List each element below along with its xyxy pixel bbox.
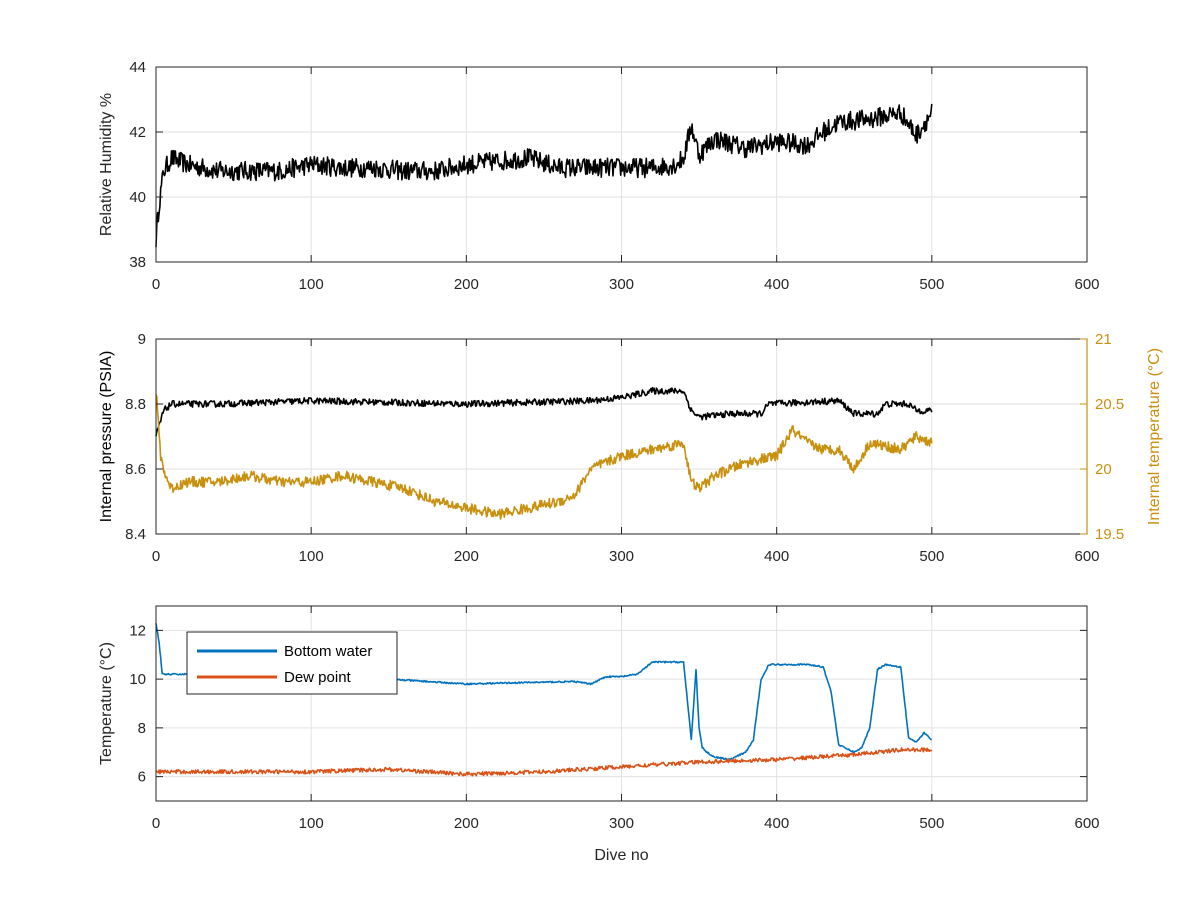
legend-box [186, 631, 398, 695]
temperature-ylabel: Temperature (°C) [98, 642, 115, 765]
pressure-ylabel: Internal pressure (PSIA) [98, 351, 115, 523]
y-tick-label: 8 [138, 720, 146, 737]
y-tick-label: 40 [129, 189, 146, 206]
x-tick-label: 600 [1074, 276, 1099, 293]
x-tick-label: 300 [609, 548, 634, 565]
y-tick-label: 6 [138, 769, 146, 786]
x-tick-label: 400 [764, 815, 789, 832]
x-tick-label: 500 [919, 276, 944, 293]
series-line-pressure-0 [155, 387, 933, 437]
x-tick-label: 500 [919, 815, 944, 832]
x-tick-label: 500 [919, 548, 944, 565]
y-tick-label: 8.8 [125, 396, 146, 413]
y-tick-label: 10 [129, 671, 146, 688]
y-tick-label-right: 19.5 [1095, 526, 1124, 543]
y-tick-label-right: 20.5 [1095, 396, 1124, 413]
dive-no-xlabel: Dive no [594, 847, 648, 864]
y-tick-label: 42 [129, 124, 146, 141]
x-tick-label: 0 [152, 276, 160, 293]
series-line-humidity-0 [155, 103, 933, 248]
pressure-panel: 0 100 200 300 400 500 600 8.4 8.6 8.8 9 19.5 20 20.5 2… [98, 331, 1163, 565]
x-tick-label: 200 [454, 548, 479, 565]
y-tick-label: 9 [138, 331, 146, 348]
x-tick-label: 100 [299, 276, 324, 293]
y-tick-label: 44 [129, 59, 146, 76]
series-line-temperature-1 [155, 747, 933, 777]
legend: Bottom water Dew point [186, 631, 398, 695]
x-tick-label: 200 [454, 815, 479, 832]
legend-label-bottom-water: Bottom water [284, 643, 372, 660]
x-tick-label: 0 [152, 548, 160, 565]
internal-temperature-ylabel: Internal temperature (°C) [1146, 348, 1163, 525]
y-tick-label: 38 [129, 254, 146, 271]
y-tick-label: 8.4 [125, 526, 146, 543]
y-tick-label-right: 20 [1095, 461, 1112, 478]
humidity-panel: 0 100 200 300 400 500 600 38 40 42 44 Relative Hum… [98, 59, 1100, 293]
x-tick-label: 0 [152, 815, 160, 832]
legend-label-dew-point: Dew point [284, 669, 352, 686]
series-line-pressure-1 [155, 394, 933, 520]
x-tick-label: 200 [454, 276, 479, 293]
temperature-panel: 0 100 200 300 400 500 600 6 8 10 12 Bottom water D… [98, 605, 1100, 864]
x-tick-label: 300 [609, 276, 634, 293]
y-tick-label-right: 21 [1095, 331, 1112, 348]
x-tick-label: 100 [299, 548, 324, 565]
x-tick-label: 600 [1074, 815, 1099, 832]
x-tick-label: 300 [609, 815, 634, 832]
humidity-ylabel: Relative Humidity % [98, 93, 115, 236]
y-tick-label: 8.6 [125, 461, 146, 478]
x-tick-label: 600 [1074, 548, 1099, 565]
x-tick-label: 400 [764, 548, 789, 565]
x-tick-label: 400 [764, 276, 789, 293]
x-tick-label: 100 [299, 815, 324, 832]
y-tick-label: 12 [129, 622, 146, 639]
